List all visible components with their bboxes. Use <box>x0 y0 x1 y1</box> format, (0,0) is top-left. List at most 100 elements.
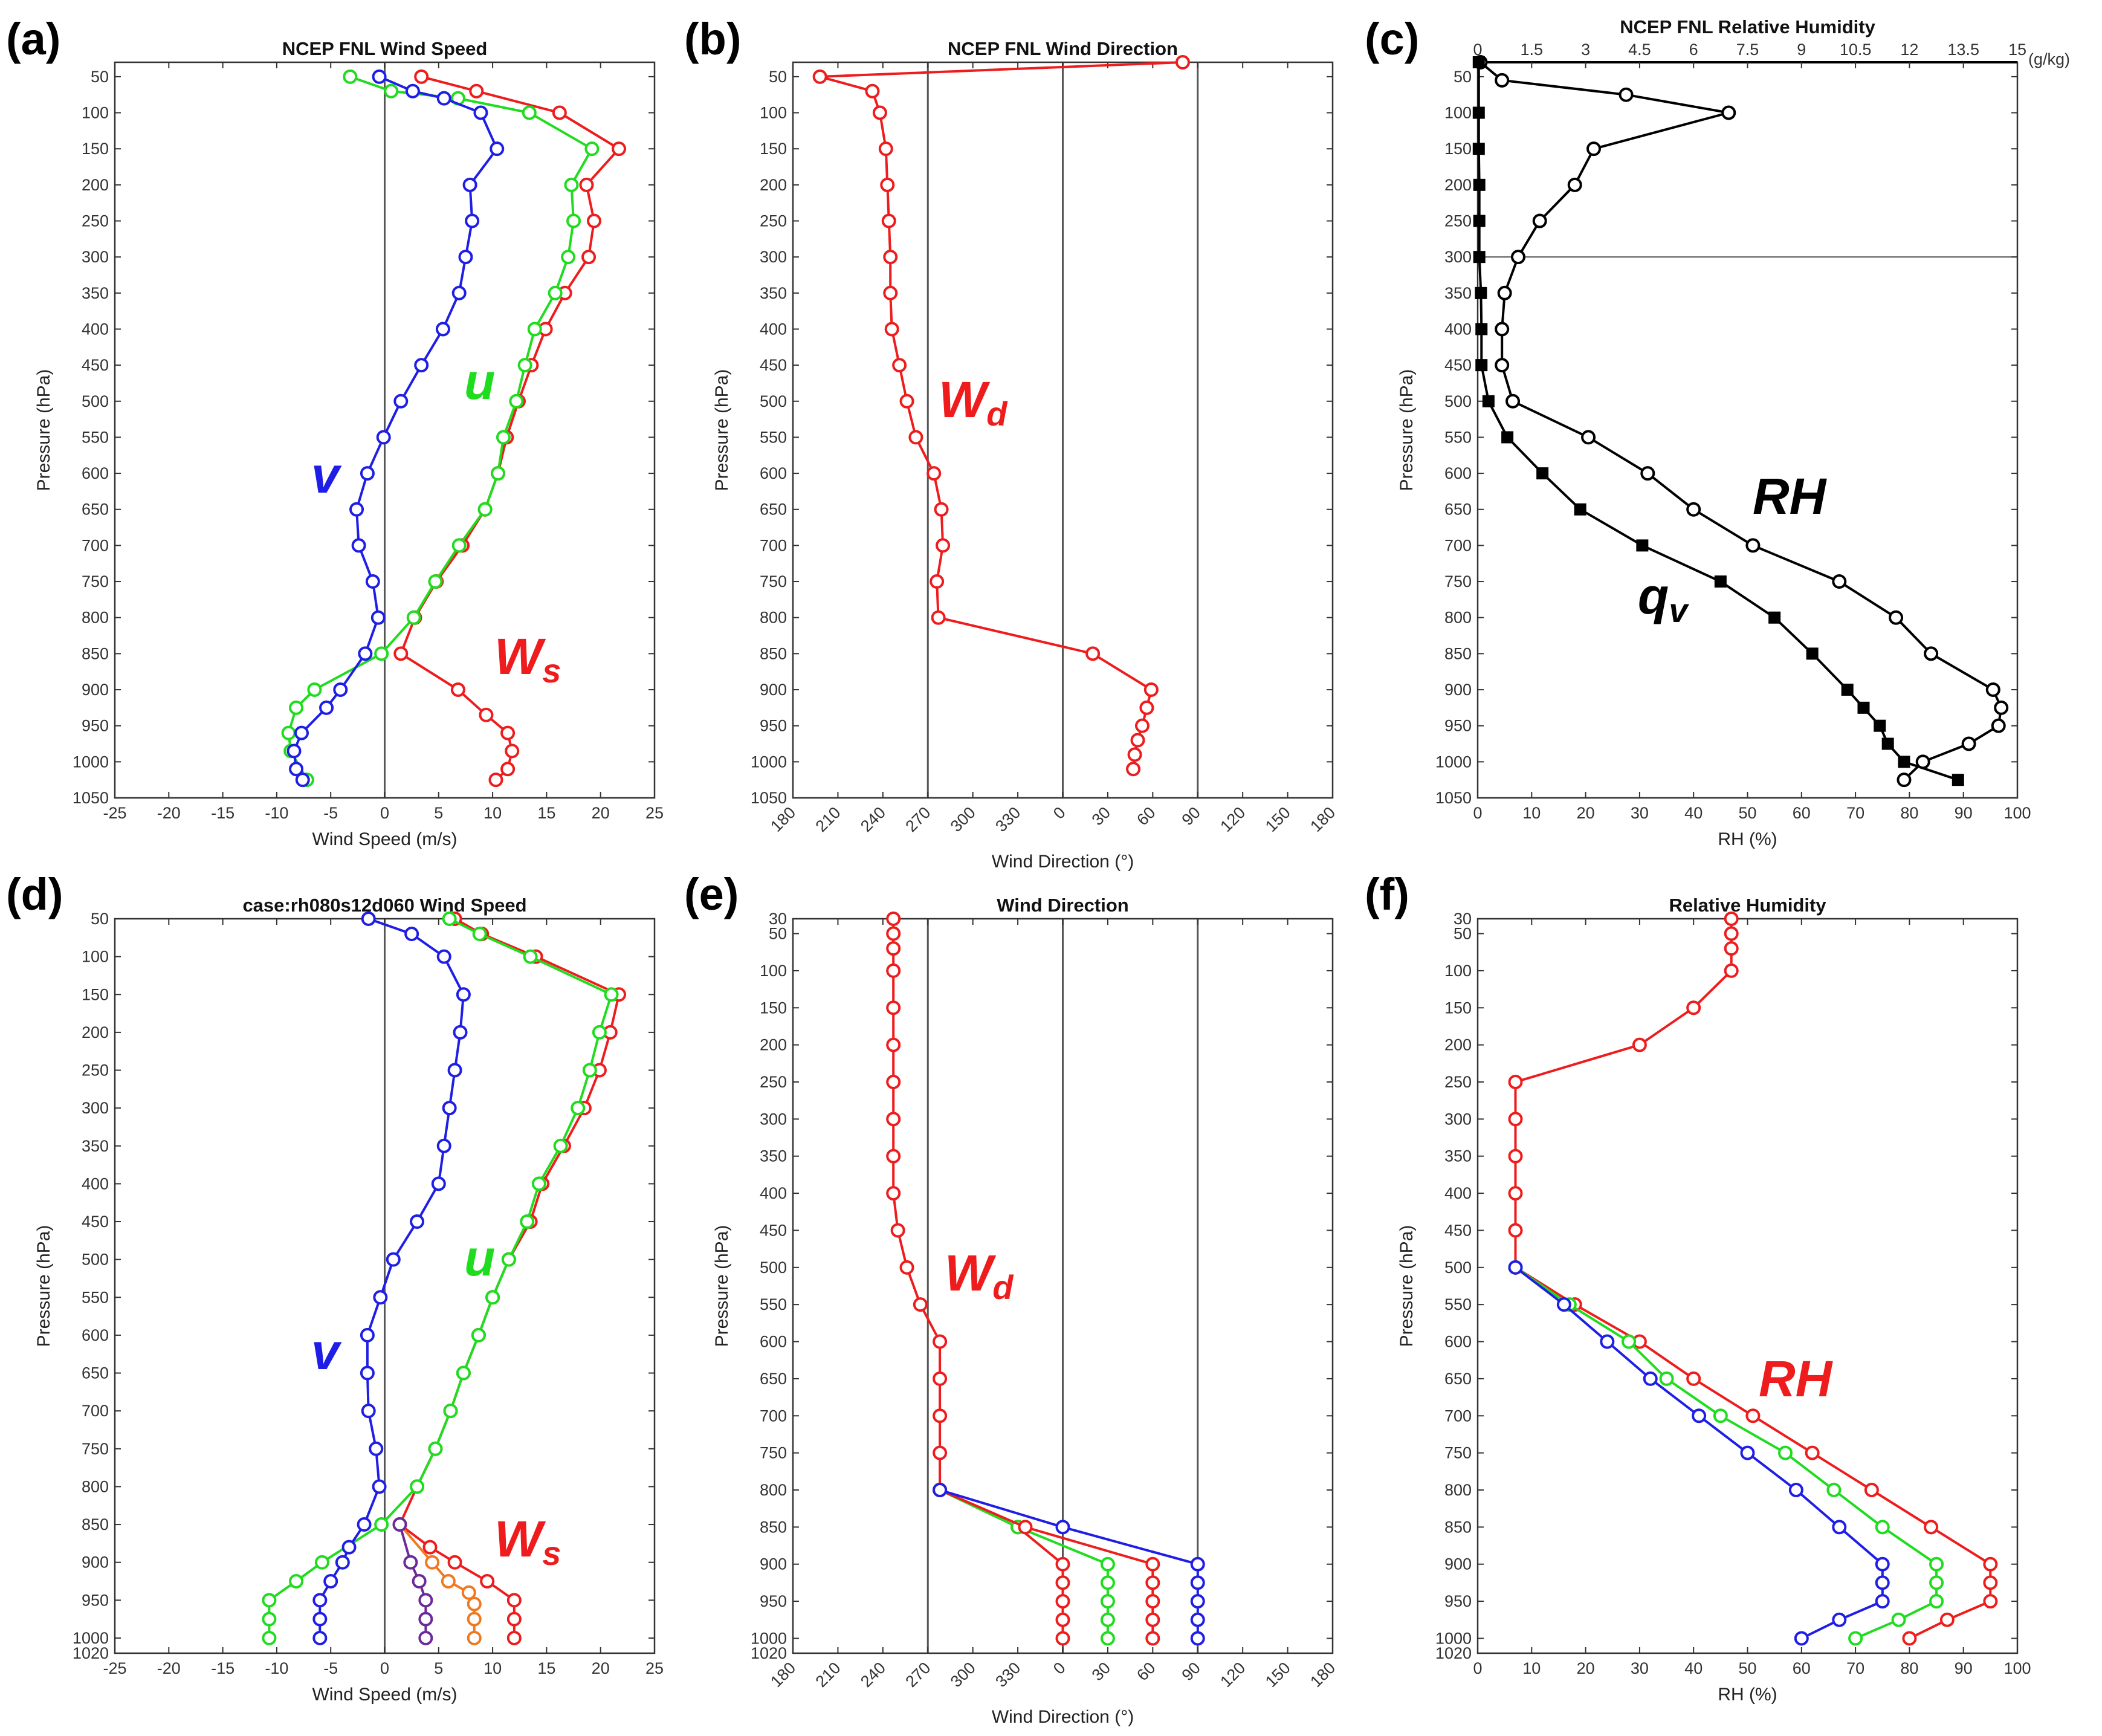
data-point <box>552 105 567 120</box>
data-point <box>314 1555 329 1570</box>
data-point <box>1805 1445 1820 1460</box>
data-point <box>1713 1408 1728 1423</box>
data-point <box>376 430 391 445</box>
plot-frame <box>1476 61 2019 799</box>
series-qv <box>1472 56 1964 786</box>
data-point <box>1508 1075 1523 1089</box>
y-tick-label: 1050 <box>751 789 787 807</box>
data-point <box>1686 1000 1701 1015</box>
x-axis-label: RH (%) <box>1718 1685 1777 1705</box>
data-point <box>1875 1520 1890 1535</box>
data-point <box>883 285 898 300</box>
panel-c: 5010015020025030035040045050055060065070… <box>1365 14 2070 849</box>
y-tick-label: 650 <box>82 500 109 519</box>
x-tick-label: -15 <box>211 1659 234 1677</box>
y-tick-label: 500 <box>82 1251 109 1269</box>
top-x-tick-label: 7.5 <box>1736 40 1759 59</box>
x-tick-label: 60 <box>1793 1659 1811 1677</box>
series-line <box>1515 1266 1938 1640</box>
data-point <box>1898 756 1910 768</box>
data-point <box>442 1101 457 1116</box>
x-tick-label: -20 <box>157 804 181 822</box>
series-rh-red <box>1508 912 1998 1646</box>
y-tick-label: 30 <box>1454 910 1472 928</box>
x-tick-label: -10 <box>265 804 288 822</box>
data-point <box>428 574 443 589</box>
x-tick-label: 80 <box>1900 1659 1918 1677</box>
x-tick-label: 120 <box>1217 1659 1249 1691</box>
data-point <box>443 1404 458 1419</box>
y-tick-label: 350 <box>1444 1147 1472 1165</box>
data-point <box>1740 1445 1755 1460</box>
y-tick-label: 750 <box>82 572 109 591</box>
data-point <box>592 1025 607 1040</box>
data-point <box>414 69 429 84</box>
y-tick-label: 400 <box>1444 320 1472 338</box>
y-tick-label: 550 <box>1444 428 1472 446</box>
y-tick-label: 150 <box>760 999 787 1017</box>
y-tick-label: 600 <box>1444 1333 1472 1351</box>
data-point <box>500 725 516 740</box>
x-tick-label: 270 <box>902 803 934 835</box>
plot-frame <box>1476 918 2019 1654</box>
y-tick-label: 250 <box>760 1073 787 1091</box>
data-point <box>374 1517 389 1532</box>
y-tick-label: 250 <box>1444 212 1472 230</box>
data-point <box>881 213 896 228</box>
data-point <box>1145 1631 1160 1646</box>
data-point <box>933 1483 948 1497</box>
series-v <box>286 69 505 788</box>
data-point <box>878 141 893 157</box>
y-tick-label: 600 <box>760 464 787 482</box>
y-tick-label: 1000 <box>1435 753 1472 771</box>
data-point <box>479 707 494 722</box>
data-point <box>472 927 487 942</box>
data-point <box>886 1037 901 1052</box>
series-annotation: u <box>464 353 495 410</box>
y-tick-label: 100 <box>82 948 109 966</box>
data-point <box>899 394 914 409</box>
series-annotation: Wd <box>945 1245 1014 1306</box>
panel-label: (f) <box>1365 869 1409 919</box>
data-point <box>289 762 304 777</box>
data-point <box>1875 1575 1890 1590</box>
x-axis-label: Wind Direction (°) <box>992 852 1134 872</box>
data-point <box>1632 1037 1647 1052</box>
y-tick-label: 900 <box>1444 1555 1472 1573</box>
data-point <box>465 213 480 228</box>
x-tick-label: 10 <box>1522 1659 1541 1677</box>
data-point <box>1994 700 2009 715</box>
y-tick-label: 200 <box>82 176 109 194</box>
x-tick-label: 300 <box>947 1659 979 1691</box>
data-point <box>451 285 467 300</box>
data-point <box>491 466 506 481</box>
y-tick-label: 200 <box>82 1023 109 1041</box>
series-annotation: Wd <box>939 371 1008 433</box>
data-point <box>1991 718 2006 733</box>
data-point <box>531 1176 546 1191</box>
y-tick-label: 100 <box>760 962 787 980</box>
data-point <box>307 682 322 698</box>
data-point <box>1832 1520 1847 1535</box>
data-point <box>1508 1112 1523 1127</box>
data-point <box>369 1441 384 1456</box>
y-tick-label: 600 <box>82 1326 109 1344</box>
x-tick-label: 0 <box>380 804 389 822</box>
data-point <box>1475 287 1487 299</box>
data-point <box>453 1025 468 1040</box>
y-tick-label: 350 <box>1444 284 1472 302</box>
data-point <box>1985 682 2000 698</box>
data-point <box>890 1223 905 1238</box>
data-point <box>418 1611 433 1627</box>
data-point <box>1622 1334 1637 1349</box>
y-tick-label: 50 <box>91 68 109 86</box>
y-tick-label: 100 <box>1444 104 1472 122</box>
data-point <box>462 177 477 192</box>
data-point <box>410 1479 425 1494</box>
data-point <box>505 743 520 759</box>
data-point <box>581 250 597 265</box>
data-point <box>930 574 945 589</box>
data-point <box>1100 1631 1115 1646</box>
data-point <box>1724 926 1739 941</box>
data-point <box>1659 1371 1674 1386</box>
